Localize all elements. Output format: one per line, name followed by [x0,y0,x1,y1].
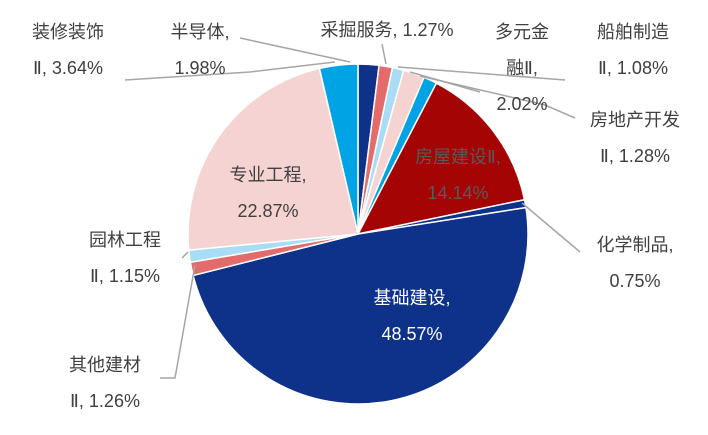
category-label: 专业工程, [229,165,307,185]
leader-line [397,66,566,81]
category-label: 园林工程Ⅱ, [89,230,161,286]
value-label: 2.02% [496,94,548,114]
pie-slice [356,82,526,236]
leader-line [419,75,576,119]
data-label: 房地产开发Ⅱ, 1.28% [585,102,685,174]
category-label: 船舶制造Ⅱ, [597,22,669,78]
category-label: 多元金融Ⅱ, [495,22,549,78]
leader-line [124,61,336,81]
pie-slice [318,63,359,235]
value-label: 1.28% [618,146,670,166]
value-label: 22.87% [237,201,299,221]
value-label: 3.64% [51,58,103,78]
value-label: 48.57% [381,324,443,344]
value-label: 1.27% [402,20,454,40]
category-label: 半导体, [170,22,230,42]
category-label: 其他建材Ⅱ, [69,355,141,411]
value-label: 0.75% [609,271,661,291]
leader-line [181,251,189,259]
category-label: 房屋建设Ⅱ, [415,147,501,167]
data-label: 专业工程, 22.87% [218,157,318,229]
data-label: 化学制品, 0.75% [589,227,681,299]
leader-line [239,37,351,63]
category-label: 采掘服务, [320,20,398,40]
category-label: 房地产开发Ⅱ, [590,110,680,166]
data-label: 其他建材Ⅱ, 1.26% [64,347,146,419]
pie-slice [192,206,529,405]
data-label: 半导体, 1.98% [160,14,240,86]
value-label: 1.08% [616,58,668,78]
value-label: 1.15% [108,266,160,286]
data-label: 园林工程Ⅱ, 1.15% [84,222,166,294]
data-label: 装修装饰Ⅱ, 3.64% [27,14,109,86]
category-label: 化学制品, [596,235,674,255]
leader-line [160,264,196,379]
value-label: 1.98% [174,58,226,78]
data-label: 采掘服务, 1.27% [287,12,487,48]
category-label: 装修装饰Ⅱ, [32,22,104,78]
data-label: 基础建设, 48.57% [357,280,467,352]
data-label: 船舶制造Ⅱ, 1.08% [591,14,675,86]
data-label: 多元金融Ⅱ, 2.02% [492,14,552,122]
category-label: 基础建设, [373,288,451,308]
value-label: 14.14% [427,183,489,203]
data-label: 房屋建设Ⅱ, 14.14% [402,139,514,211]
leader-line [381,43,387,65]
leader-lines [124,37,581,379]
value-label: 1.26% [88,391,140,411]
pie-slice [187,67,359,251]
leader-line [521,202,581,253]
